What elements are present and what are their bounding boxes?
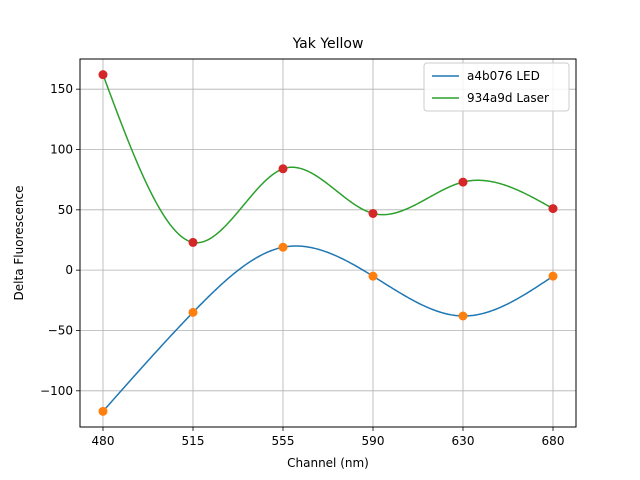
- y-axis-label: Delta Fluorescence: [12, 186, 26, 301]
- y-tick-label: −100: [40, 384, 73, 398]
- data-point: [548, 204, 558, 214]
- data-point: [188, 237, 198, 247]
- data-point: [278, 242, 288, 252]
- data-point: [98, 70, 108, 80]
- series-markers: [98, 70, 558, 416]
- y-tick-label: 150: [50, 82, 73, 96]
- data-point: [458, 311, 468, 321]
- x-axis-label: Channel (nm): [287, 456, 369, 470]
- x-axis-ticks: 480 515 555 590 630 680: [92, 427, 565, 448]
- y-tick-label: 0: [65, 263, 73, 277]
- x-tick-label: 630: [452, 434, 475, 448]
- y-tick-label: −50: [48, 323, 73, 337]
- series-lines: [102, 74, 554, 412]
- data-point: [278, 164, 288, 174]
- data-point: [98, 406, 108, 416]
- x-tick-label: 515: [182, 434, 205, 448]
- x-tick-label: 590: [362, 434, 385, 448]
- y-axis-ticks: −100 −50 0 50 100 150: [40, 82, 80, 398]
- x-tick-label: 555: [272, 434, 295, 448]
- series-line: [102, 74, 554, 244]
- x-tick-label: 680: [542, 434, 565, 448]
- legend-label: 934a9d Laser: [467, 91, 549, 105]
- legend: a4b076 LED 934a9d Laser: [423, 62, 570, 112]
- data-point: [188, 307, 198, 317]
- data-point: [458, 177, 468, 187]
- legend-box: [423, 62, 570, 112]
- data-point: [368, 271, 378, 281]
- x-tick-label: 480: [92, 434, 115, 448]
- legend-label: a4b076 LED: [467, 69, 540, 83]
- chart-title: Yak Yellow: [292, 36, 364, 52]
- y-tick-label: 50: [58, 203, 73, 217]
- plot-area: [79, 58, 577, 428]
- y-tick-label: 100: [50, 142, 73, 156]
- data-point: [368, 208, 378, 218]
- series-line: [102, 245, 554, 412]
- data-point: [548, 271, 558, 281]
